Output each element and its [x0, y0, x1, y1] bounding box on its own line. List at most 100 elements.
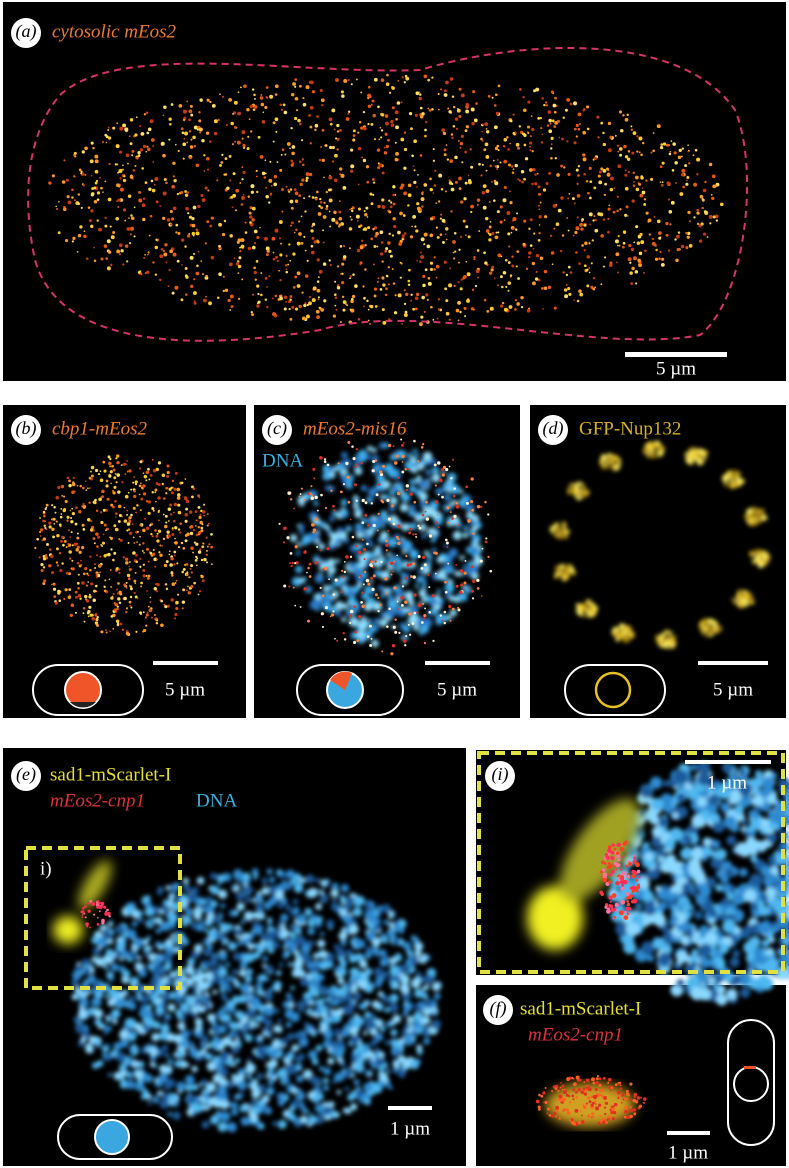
signal	[464, 585, 473, 594]
signal	[272, 140, 275, 143]
signal	[380, 560, 383, 564]
signal	[78, 550, 82, 554]
signal	[602, 131, 605, 135]
signal	[401, 238, 404, 241]
signal	[172, 175, 176, 178]
signal	[252, 293, 254, 296]
signal	[85, 257, 89, 260]
signal	[502, 271, 507, 275]
signal	[116, 473, 121, 477]
signal	[222, 289, 226, 293]
signal	[57, 231, 61, 235]
signal	[658, 231, 662, 235]
signal	[396, 101, 401, 105]
signal	[735, 601, 739, 605]
signal	[132, 481, 135, 484]
signal	[251, 898, 257, 903]
signal	[111, 489, 114, 492]
signal	[196, 967, 202, 973]
signal	[685, 246, 689, 250]
signal	[495, 231, 498, 234]
signal	[163, 252, 168, 257]
signal	[360, 601, 363, 604]
signal	[710, 193, 713, 196]
signal	[636, 135, 639, 138]
signal	[384, 132, 388, 136]
signal	[114, 527, 119, 532]
signal	[607, 453, 612, 458]
signal	[304, 249, 307, 252]
signal	[534, 182, 538, 186]
signal	[113, 485, 117, 489]
signal	[732, 469, 738, 475]
signal	[90, 613, 94, 617]
signal	[615, 252, 620, 257]
signal	[396, 524, 401, 528]
signal	[392, 202, 396, 206]
signal	[714, 214, 719, 219]
signal	[459, 555, 465, 561]
signal	[415, 453, 420, 458]
signal	[265, 195, 269, 199]
signal	[440, 187, 444, 191]
signal	[424, 134, 427, 138]
signal	[312, 491, 319, 498]
signal	[353, 454, 362, 463]
signal	[59, 569, 63, 573]
signal	[116, 454, 120, 458]
signal	[547, 110, 552, 114]
signal	[221, 233, 226, 237]
signal	[436, 514, 439, 517]
signal	[142, 528, 146, 533]
signal	[280, 108, 284, 111]
signal	[397, 476, 400, 479]
signal	[458, 248, 461, 251]
signal	[410, 456, 417, 464]
signal	[163, 563, 168, 568]
signal	[242, 143, 246, 148]
signal	[626, 214, 629, 217]
signal	[135, 156, 139, 160]
signal	[529, 218, 533, 222]
signal	[190, 546, 194, 551]
signal	[759, 549, 766, 556]
signal	[403, 232, 407, 235]
signal	[400, 137, 405, 142]
signal	[132, 506, 136, 510]
signal	[197, 526, 200, 529]
signal	[696, 222, 700, 226]
signal	[349, 208, 352, 211]
signal	[556, 119, 561, 123]
signal	[375, 973, 381, 979]
signal	[754, 521, 759, 526]
signal	[272, 251, 275, 254]
signal	[105, 484, 109, 488]
signal	[476, 504, 481, 509]
signal	[87, 574, 90, 577]
signal	[201, 523, 204, 526]
signal	[539, 116, 542, 120]
signal	[346, 475, 350, 480]
signal	[117, 504, 122, 509]
signal	[66, 515, 70, 519]
signal	[269, 94, 274, 99]
signal	[240, 86, 242, 89]
signal	[183, 980, 188, 986]
signal	[264, 1006, 275, 1017]
signal	[133, 579, 137, 583]
signal	[142, 563, 145, 566]
signal	[506, 211, 511, 215]
signal	[304, 210, 307, 213]
signal	[221, 1036, 232, 1047]
signal	[379, 603, 382, 606]
signal	[246, 147, 250, 151]
signal	[457, 591, 468, 602]
signal	[408, 633, 412, 636]
signal	[196, 876, 205, 885]
signal	[603, 256, 607, 259]
signal	[61, 180, 66, 184]
signal	[376, 281, 379, 283]
signal	[280, 153, 283, 156]
signal	[197, 204, 201, 209]
signal	[423, 617, 426, 620]
